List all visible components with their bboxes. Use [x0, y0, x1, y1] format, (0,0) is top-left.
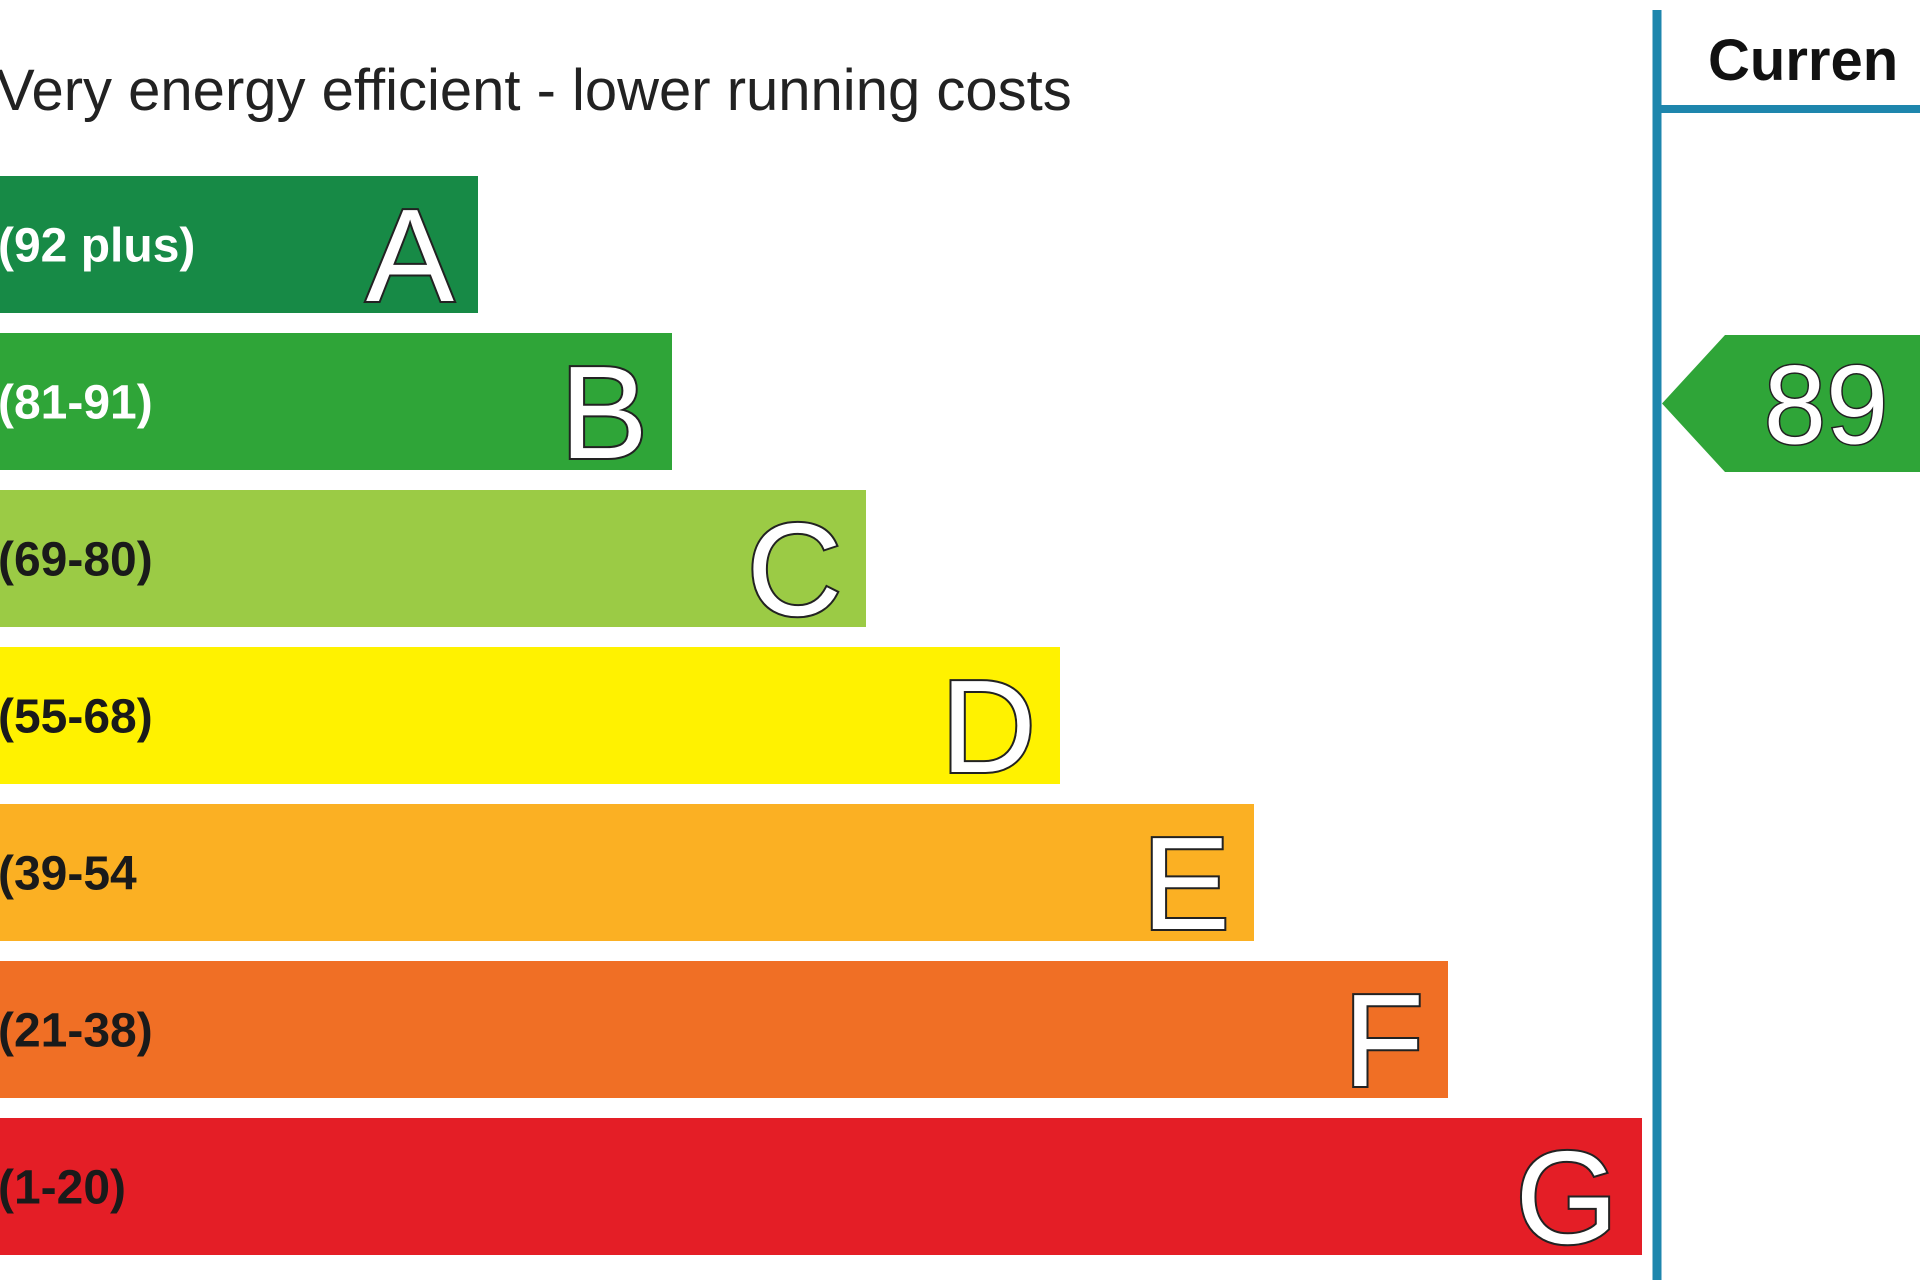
current-rating-arrow: [1662, 335, 1920, 472]
band-c-bar: [0, 490, 866, 627]
current-rating-value: 89: [1764, 343, 1889, 468]
band-b-range: (81-91): [0, 377, 153, 430]
band-a-range: (92 plus): [0, 220, 195, 273]
band-d-bar: [0, 647, 1060, 784]
band-g-letter: G: [1515, 1124, 1618, 1271]
band-d-range: (55-68): [0, 691, 153, 744]
band-c-range: (69-80): [0, 534, 153, 587]
band-f-letter: F: [1343, 967, 1424, 1114]
current-column-header: Curren: [1708, 28, 1898, 93]
rating-bands: (92 plus) A (81-91) B (69-80) C (55-68) D (39-54…: [0, 176, 1642, 1273]
band-a-bar: [0, 176, 478, 313]
band-e-range: (39-54: [0, 848, 137, 901]
band-c-letter: C: [747, 496, 842, 643]
band-f-bar: [0, 961, 1448, 1098]
band-b-letter: B: [560, 339, 648, 486]
current-rating: 89: [1662, 335, 1920, 472]
band-a-letter: A: [366, 182, 454, 329]
band-g-bar: [0, 1118, 1642, 1255]
band-f-range: (21-38): [0, 1005, 153, 1058]
band-b-bar: [0, 333, 672, 470]
band-d-letter: D: [941, 653, 1036, 800]
band-e-letter: E: [1142, 810, 1230, 957]
top-label: Very energy efficient - lower running co…: [0, 58, 1072, 123]
band-g-range: (1-20): [0, 1162, 126, 1215]
band-e-bar: [0, 804, 1254, 941]
